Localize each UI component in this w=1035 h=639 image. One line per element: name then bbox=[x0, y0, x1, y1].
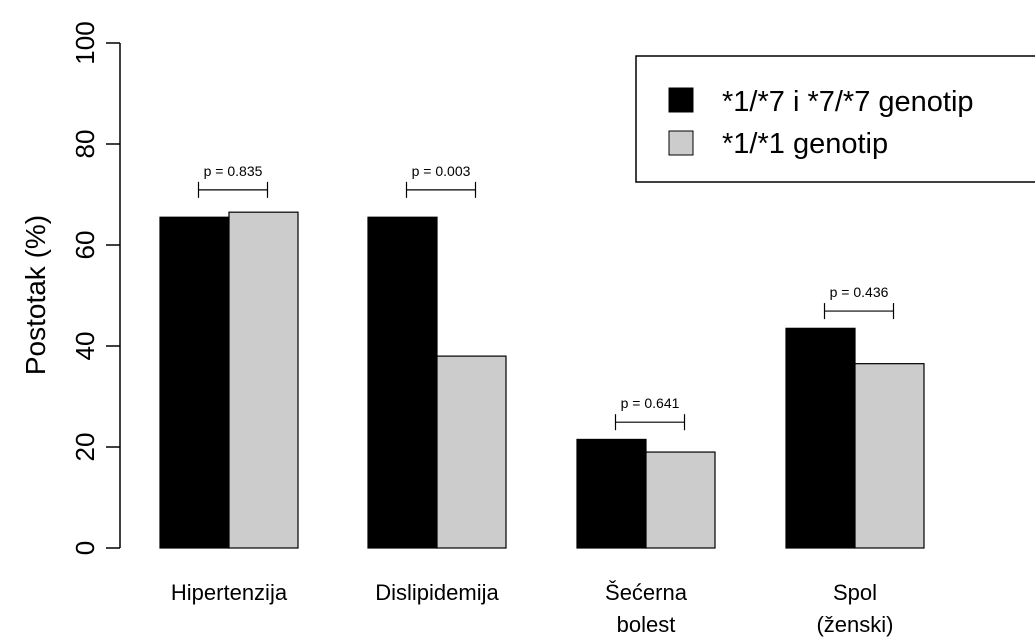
legend-label-series-2: *1/*1 genotip bbox=[722, 128, 888, 160]
y-tick-label: 0 bbox=[70, 541, 100, 555]
y-tick-label: 20 bbox=[70, 433, 100, 462]
y-tick-label: 60 bbox=[70, 231, 100, 260]
category-labels: Hipertenzija Dislipidemija Šećerna bolest Sp… bbox=[171, 580, 894, 637]
x-category-label: Šećerna bbox=[605, 580, 688, 605]
p-value-label: p = 0.003 bbox=[412, 163, 471, 179]
legend-swatch-series-1 bbox=[668, 87, 694, 113]
bars bbox=[159, 211, 925, 549]
bar-series-2 bbox=[854, 363, 925, 549]
x-category-label: Hipertenzija bbox=[171, 580, 288, 605]
y-axis-label: Postotak (%) bbox=[20, 215, 51, 375]
p-value-label: p = 0.641 bbox=[621, 395, 680, 411]
legend-box bbox=[635, 55, 1035, 183]
y-tick-label: 100 bbox=[70, 21, 100, 64]
x-category-label: (ženski) bbox=[816, 612, 893, 637]
bar-series-2 bbox=[645, 451, 716, 549]
legend: *1/*7 i *7/*7 genotip *1/*1 genotip bbox=[635, 55, 1035, 183]
p-value-label: p = 0.835 bbox=[204, 163, 263, 179]
p-value-annotations: p = 0.835 p = 0.003 p = 0.641 p = 0.436 bbox=[197, 163, 895, 431]
bar-series-2 bbox=[228, 211, 299, 549]
bar-series-2 bbox=[436, 355, 507, 549]
x-category-label: bolest bbox=[617, 612, 676, 637]
legend-swatch-series-2 bbox=[668, 130, 694, 156]
x-category-label: Spol bbox=[833, 580, 877, 605]
bar-series-1 bbox=[159, 216, 230, 549]
bar-series-1 bbox=[367, 216, 438, 549]
legend-label-series-1: *1/*7 i *7/*7 genotip bbox=[722, 86, 974, 118]
p-value-label: p = 0.436 bbox=[830, 284, 889, 300]
bar-series-1 bbox=[785, 327, 856, 549]
y-tick-label: 80 bbox=[70, 130, 100, 159]
bar-series-1 bbox=[576, 438, 647, 549]
y-tick-label: 40 bbox=[70, 332, 100, 361]
y-axis: 0 20 40 60 80 100 bbox=[70, 21, 121, 555]
x-category-label: Dislipidemija bbox=[375, 580, 499, 605]
